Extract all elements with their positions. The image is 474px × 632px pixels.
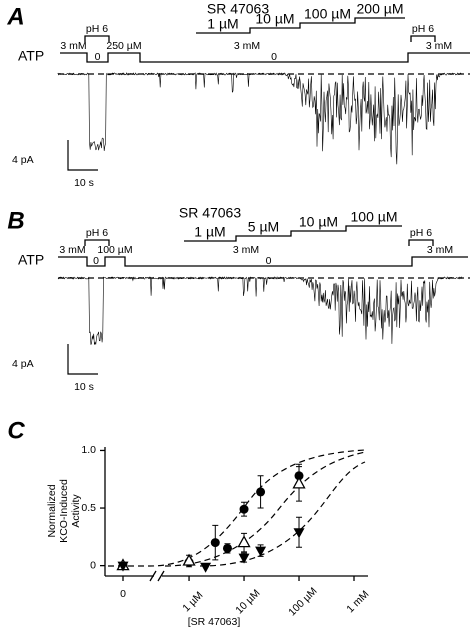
concentration-label: 10 µM: [255, 11, 294, 27]
x-tick-label: 0: [120, 588, 126, 600]
protocol-line: [60, 52, 470, 63]
atp-step-label: 3 mM: [426, 40, 452, 52]
axis-break: [149, 570, 165, 582]
data-point: [222, 543, 232, 553]
ph-label: pH 6: [86, 227, 108, 239]
x-tick-label: 100 µM: [286, 585, 319, 618]
panel-label: B: [7, 207, 24, 234]
scale-time: 10 s: [74, 381, 94, 393]
concentration-label: 100 µM: [304, 6, 351, 22]
concentration-label: 100 µM: [351, 209, 398, 225]
data-point: [256, 487, 266, 497]
fit-curves: [108, 449, 366, 567]
concentration-label: 10 µM: [299, 214, 338, 230]
concentration-label: 200 µM: [357, 1, 404, 17]
concentration-label: 5 µM: [248, 219, 279, 235]
data-point: [292, 476, 306, 489]
scale-current: 4 pA: [12, 154, 34, 166]
protocol-line: [67, 344, 98, 375]
data-point: [182, 553, 196, 566]
atp-step-label: 3 mM: [234, 40, 260, 52]
y-axis-label: Activity: [70, 494, 82, 528]
protocol-line: [410, 35, 436, 42]
atp-step-label: 100 µM: [97, 244, 132, 256]
atp-label: ATP: [18, 252, 44, 268]
atp-step-label: 250 µM: [106, 40, 141, 52]
protocol-line: [67, 140, 98, 171]
atp-step-label: 3 mM: [427, 244, 453, 256]
y-tick-label: 0.5: [81, 502, 96, 514]
data-point: [200, 562, 212, 573]
panel-label: A: [6, 3, 24, 30]
atp-step-label: 3 mM: [59, 244, 85, 256]
x-axis-label: [SR 47063]: [188, 616, 241, 628]
panel-label: C: [7, 417, 25, 444]
y-axis-label: KCO-Induced: [58, 479, 70, 543]
concentration-label: 1 µM: [194, 224, 225, 240]
protocol-line: [58, 256, 468, 267]
scale-time: 10 s: [74, 177, 94, 189]
atp-step-label: 0: [266, 255, 272, 267]
protocol-line: [184, 225, 402, 242]
atp-step-label: 3 mM: [60, 40, 86, 52]
protocol-line: [84, 35, 110, 42]
atp-step-label: 3 mM: [233, 244, 259, 256]
current-trace: [57, 72, 463, 165]
compound-label: SR 47063: [207, 1, 269, 17]
atp-step-label: 0: [95, 51, 101, 63]
data-point: [239, 504, 249, 514]
compound-label: SR 47063: [179, 205, 241, 221]
x-tick-label: 10 µM: [233, 587, 262, 616]
protocol-line: [84, 239, 110, 246]
protocol-line: [408, 239, 434, 246]
data-point: [210, 538, 220, 548]
data-point: [255, 546, 267, 557]
data-point: [117, 561, 129, 572]
x-tick-label: 1 µM: [180, 589, 205, 614]
scale-current: 4 pA: [12, 358, 34, 370]
ph-label: pH 6: [410, 227, 432, 239]
data-point: [293, 528, 305, 539]
fit-curve: [164, 451, 366, 567]
current-trace: [57, 276, 463, 345]
atp-label: ATP: [18, 48, 44, 64]
fit-curve: [199, 461, 366, 567]
atp-step-label: 0: [93, 255, 99, 267]
x-tick-label: 1 mM: [344, 588, 371, 615]
ph-label: pH 6: [412, 23, 434, 35]
atp-step-label: 0: [271, 51, 277, 63]
protocol-line: [196, 17, 405, 34]
ph-label: pH 6: [86, 23, 108, 35]
y-tick-label: 1.0: [81, 444, 96, 456]
concentration-label: 1 µM: [207, 16, 238, 32]
y-axis-label: Normalized: [46, 484, 58, 537]
y-tick-label: 0: [90, 559, 96, 571]
data-point: [238, 553, 250, 564]
data-point: [237, 535, 251, 548]
fit-curve: [108, 449, 366, 567]
